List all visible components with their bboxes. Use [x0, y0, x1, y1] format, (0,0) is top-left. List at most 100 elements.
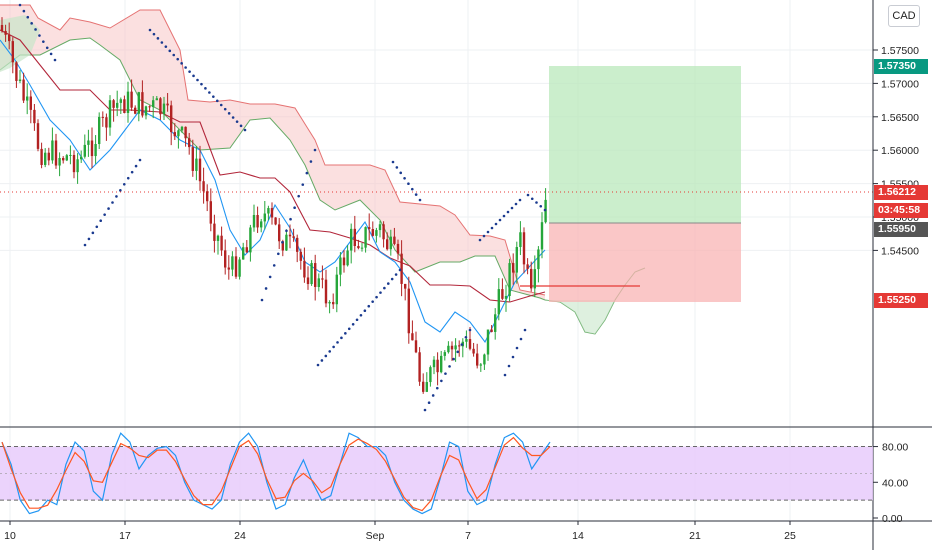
sar-dot [332, 345, 335, 349]
candle-body [195, 158, 198, 171]
sar-dot [268, 275, 272, 279]
sar-dot [313, 148, 317, 152]
sar-dot [134, 164, 138, 168]
last-price-tag: 1.56212 [874, 185, 928, 200]
sar-dot [103, 213, 106, 216]
candle-body [522, 232, 526, 265]
candle-body [519, 232, 522, 248]
time-tick-label: 10 [4, 530, 16, 542]
candle-body [371, 229, 374, 236]
currency-button[interactable]: CAD [888, 5, 920, 27]
candle-body [278, 224, 281, 242]
sar-dot [386, 282, 390, 285]
price-tick-label: 1.54500 [881, 245, 919, 257]
candle-body [170, 105, 173, 133]
candle-body [249, 227, 252, 253]
sar-dot [87, 237, 91, 241]
candle-body [396, 243, 400, 254]
sar-dot [515, 346, 519, 350]
candle-body [303, 260, 306, 278]
sar-dot [502, 214, 506, 218]
sar-dot [34, 28, 37, 31]
sar-dot [399, 171, 403, 175]
candle-body [101, 116, 104, 118]
sar-dot [403, 176, 406, 180]
sar-dot [383, 286, 386, 290]
candle-body [386, 239, 389, 250]
candle-body [47, 152, 50, 161]
sar-dot [168, 49, 172, 53]
candle-body [216, 235, 220, 241]
sar-dot [503, 373, 507, 377]
candle-body [54, 140, 58, 166]
candle-body [306, 277, 310, 285]
candle-body [98, 116, 101, 145]
time-tick-label: 14 [572, 530, 584, 542]
candle-body [119, 99, 122, 103]
sar-dot [83, 243, 87, 247]
sar-dot [359, 313, 363, 317]
candle-body [191, 147, 194, 171]
sar-dot [328, 350, 332, 353]
sar-dot [156, 37, 160, 40]
sar-dot [390, 277, 394, 281]
sar-dot [289, 217, 292, 221]
sar-dot [482, 234, 486, 238]
candle-body [0, 25, 4, 31]
sar-dot [510, 206, 514, 210]
candle-body [526, 264, 529, 269]
candle-body [501, 289, 504, 299]
candle-body [263, 213, 266, 222]
candle-body [504, 295, 508, 299]
candle-body [332, 302, 335, 305]
candle-body [443, 352, 446, 356]
sar-dot [494, 222, 498, 226]
sar-dot [363, 309, 367, 313]
candle-body [220, 235, 223, 251]
sar-dot [523, 328, 527, 332]
sar-dot [95, 225, 99, 229]
sar-dot [293, 206, 296, 209]
candle-body [368, 227, 371, 230]
candle-body [72, 154, 76, 173]
candle-body [65, 155, 68, 161]
sar-dot [227, 112, 231, 115]
candle-body [425, 382, 428, 392]
candle-body [213, 223, 216, 241]
take-profit-zone [549, 66, 741, 223]
candle-body [126, 91, 130, 113]
time-axis: 10 17 24 Sep 7 14 21 25 [4, 521, 796, 542]
take-profit-price-tag: 1.57350 [874, 59, 928, 74]
sar-dot [435, 386, 439, 390]
candle-body [116, 102, 119, 108]
candle-body [346, 250, 349, 266]
sar-dot [188, 70, 191, 73]
sar-dot [138, 158, 142, 162]
candle-body [530, 268, 533, 289]
parabolic-sar [18, 3, 547, 412]
candle-body [468, 339, 472, 349]
sar-dot [423, 408, 427, 412]
candle-body [296, 237, 299, 252]
sar-dot [208, 91, 211, 94]
candle-body [26, 96, 29, 101]
candle-body [76, 159, 79, 173]
entry-price-tag: 1.55950 [874, 222, 928, 237]
sar-dot [305, 171, 309, 175]
candle-body [335, 274, 338, 305]
candle-body [404, 283, 407, 289]
candle-body [90, 140, 94, 157]
sar-dot [452, 357, 455, 361]
sar-dot [115, 195, 118, 198]
candle-body [267, 208, 270, 214]
sar-dot [309, 160, 313, 163]
stop-loss-price-tag: 1.55250 [874, 293, 928, 308]
candle-body [224, 250, 227, 268]
price-tick-label: 1.57000 [881, 78, 919, 90]
candle-body [173, 132, 176, 137]
sar-dot [398, 268, 402, 272]
candle-body [515, 247, 518, 273]
candle-body [155, 98, 158, 101]
